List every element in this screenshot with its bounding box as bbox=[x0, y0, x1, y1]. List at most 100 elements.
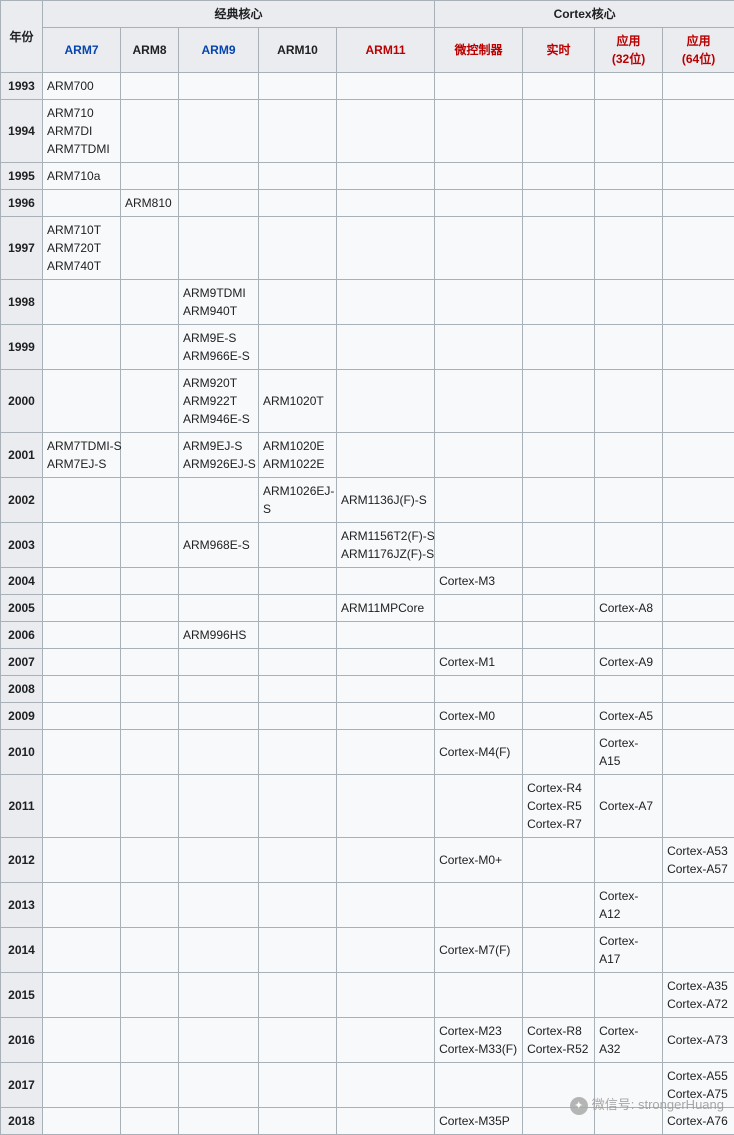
data-cell bbox=[43, 649, 121, 676]
header-mcu[interactable]: 微控制器 bbox=[435, 28, 523, 73]
data-cell: ARM1020T bbox=[259, 370, 337, 433]
data-cell bbox=[259, 1063, 337, 1108]
header-app32[interactable]: 应用(32位) bbox=[595, 28, 663, 73]
data-cell bbox=[523, 649, 595, 676]
data-cell bbox=[259, 838, 337, 883]
data-cell bbox=[43, 595, 121, 622]
data-cell bbox=[337, 280, 435, 325]
data-cell: Cortex-A15 bbox=[595, 730, 663, 775]
data-cell bbox=[595, 973, 663, 1018]
header-app64[interactable]: 应用(64位) bbox=[663, 28, 734, 73]
data-cell bbox=[595, 478, 663, 523]
table-row: 1996ARM810 bbox=[1, 190, 734, 217]
data-cell bbox=[43, 883, 121, 928]
data-cell bbox=[337, 883, 435, 928]
data-cell bbox=[595, 622, 663, 649]
data-cell bbox=[179, 100, 259, 163]
data-cell bbox=[259, 73, 337, 100]
data-cell: Cortex-R4Cortex-R5Cortex-R7 bbox=[523, 775, 595, 838]
data-cell bbox=[663, 370, 734, 433]
table-row: 1998ARM9TDMIARM940T bbox=[1, 280, 734, 325]
data-cell: Cortex-A5 bbox=[595, 703, 663, 730]
data-cell bbox=[179, 883, 259, 928]
data-cell bbox=[259, 676, 337, 703]
data-cell bbox=[523, 523, 595, 568]
data-cell bbox=[523, 622, 595, 649]
data-cell: Cortex-A76 bbox=[663, 1108, 734, 1135]
data-cell bbox=[523, 478, 595, 523]
data-cell bbox=[43, 1063, 121, 1108]
data-cell bbox=[259, 280, 337, 325]
data-cell bbox=[259, 1018, 337, 1063]
data-cell bbox=[179, 973, 259, 1018]
year-cell: 1994 bbox=[1, 100, 43, 163]
data-cell bbox=[595, 1063, 663, 1108]
data-cell bbox=[595, 280, 663, 325]
data-cell bbox=[179, 676, 259, 703]
data-cell bbox=[43, 478, 121, 523]
data-cell: ARM7TDMI-SARM7EJ-S bbox=[43, 433, 121, 478]
data-cell bbox=[259, 883, 337, 928]
header-rt[interactable]: 实时 bbox=[523, 28, 595, 73]
table-row: 2000ARM920TARM922TARM946E-SARM1020T bbox=[1, 370, 734, 433]
data-cell bbox=[179, 568, 259, 595]
data-cell bbox=[259, 100, 337, 163]
header-arm7[interactable]: ARM7 bbox=[43, 28, 121, 73]
data-cell bbox=[595, 523, 663, 568]
data-cell bbox=[337, 649, 435, 676]
data-cell bbox=[179, 1108, 259, 1135]
year-cell: 2009 bbox=[1, 703, 43, 730]
data-cell bbox=[337, 973, 435, 1018]
data-cell bbox=[523, 100, 595, 163]
year-cell: 1993 bbox=[1, 73, 43, 100]
table-row: 1999ARM9E-SARM966E-S bbox=[1, 325, 734, 370]
data-cell: Cortex-M35P bbox=[435, 1108, 523, 1135]
data-cell bbox=[179, 163, 259, 190]
data-cell bbox=[663, 523, 734, 568]
data-cell bbox=[121, 73, 179, 100]
data-cell bbox=[121, 775, 179, 838]
data-cell: ARM1020EARM1022E bbox=[259, 433, 337, 478]
data-cell bbox=[259, 928, 337, 973]
data-cell bbox=[523, 370, 595, 433]
data-cell bbox=[663, 280, 734, 325]
header-arm9[interactable]: ARM9 bbox=[179, 28, 259, 73]
arm-cores-table: 年份 经典核心 Cortex核心 ARM7 ARM8 ARM9 ARM10 AR… bbox=[0, 0, 734, 1135]
data-cell bbox=[435, 973, 523, 1018]
year-cell: 2008 bbox=[1, 676, 43, 703]
data-cell bbox=[121, 370, 179, 433]
data-cell bbox=[663, 433, 734, 478]
year-cell: 2017 bbox=[1, 1063, 43, 1108]
data-cell bbox=[663, 703, 734, 730]
data-cell bbox=[435, 676, 523, 703]
data-cell bbox=[43, 676, 121, 703]
data-cell bbox=[179, 73, 259, 100]
data-cell bbox=[435, 325, 523, 370]
header-arm11[interactable]: ARM11 bbox=[337, 28, 435, 73]
year-cell: 2018 bbox=[1, 1108, 43, 1135]
data-cell bbox=[179, 190, 259, 217]
data-cell bbox=[595, 433, 663, 478]
data-cell bbox=[337, 190, 435, 217]
table-row: 2010Cortex-M4(F)Cortex-A15 bbox=[1, 730, 734, 775]
data-cell: Cortex-M3 bbox=[435, 568, 523, 595]
header-arm10: ARM10 bbox=[259, 28, 337, 73]
data-cell bbox=[337, 1108, 435, 1135]
data-cell bbox=[337, 928, 435, 973]
data-cell bbox=[43, 622, 121, 649]
data-cell: ARM1026EJ-S bbox=[259, 478, 337, 523]
data-cell bbox=[337, 100, 435, 163]
data-cell bbox=[179, 1018, 259, 1063]
year-cell: 2003 bbox=[1, 523, 43, 568]
data-cell bbox=[121, 478, 179, 523]
data-cell bbox=[523, 280, 595, 325]
table-body: 1993ARM7001994ARM710ARM7DIARM7TDMI1995AR… bbox=[1, 73, 734, 1135]
year-cell: 2013 bbox=[1, 883, 43, 928]
data-cell bbox=[595, 676, 663, 703]
table-row: 2011Cortex-R4Cortex-R5Cortex-R7Cortex-A7 bbox=[1, 775, 734, 838]
data-cell bbox=[121, 649, 179, 676]
data-cell bbox=[663, 217, 734, 280]
data-cell bbox=[43, 973, 121, 1018]
data-cell bbox=[523, 73, 595, 100]
table-header: 年份 经典核心 Cortex核心 ARM7 ARM8 ARM9 ARM10 AR… bbox=[1, 1, 734, 73]
